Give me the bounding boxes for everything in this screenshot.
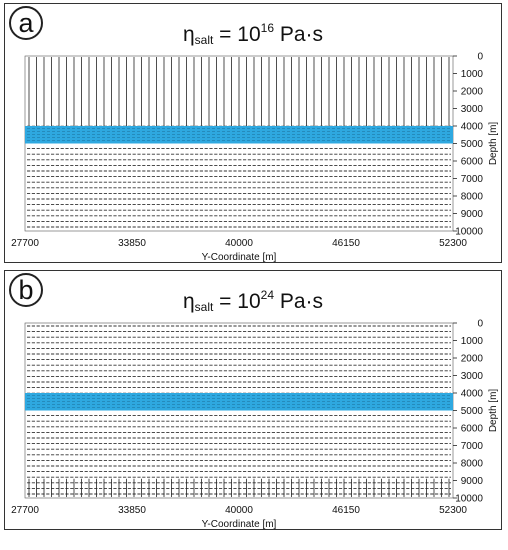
- panel-a-title-symbol: η: [182, 23, 195, 46]
- panel-a-title-exp: 16: [260, 21, 274, 35]
- panel-a-y-tick-label: 6000: [461, 157, 484, 168]
- panel-a-title-sub: salt: [194, 33, 214, 47]
- panel-a-x-axis-label: Y-Coordinate [m]: [202, 252, 277, 263]
- panel-a-letter: a: [9, 6, 43, 40]
- panel-b-x-axis: 27700 33850 40000 46150 52300 Y-Coordinate [m…: [11, 505, 467, 530]
- panel-a-y-tick-label: 2000: [461, 87, 484, 98]
- panel-a-y-tick-label: 4000: [461, 122, 484, 133]
- panel-a-title-unit: Pa·s: [274, 23, 324, 46]
- panel-a-x-axis: 27700 33850 40000 46150 52300 Y-Coordinate [m…: [11, 238, 467, 263]
- panel-a-y-tick-label: 0: [477, 52, 483, 63]
- panel-b-horizontal-lines: [27, 325, 451, 495]
- panel-a-y-tick-label: 10000: [455, 227, 483, 238]
- panel-b-title-symbol: η: [182, 290, 195, 313]
- panel-a-y-tick-label: 5000: [461, 139, 484, 150]
- panel-b-vertical-lines: [28, 478, 450, 497]
- panel-b-y-axis: 0 1000 2000 3000 4000 5000 6000 7000 8000 9000 100…: [453, 319, 499, 505]
- panel-b-title-sub: salt: [194, 300, 214, 314]
- panel-a-y-tick-label: 9000: [461, 209, 484, 220]
- panel-a-y-tick-label: 8000: [461, 192, 484, 203]
- panel-b-x-tick-label: 27700: [11, 505, 39, 516]
- panel-a-salt-layer: [25, 126, 453, 144]
- panel-b-y-tick-label: 9000: [461, 476, 484, 487]
- panel-b-y-tick-label: 8000: [461, 459, 484, 470]
- panel-a-x-tick-label: 40000: [225, 238, 253, 249]
- panel-a-title-mid: = 10: [213, 23, 261, 46]
- panel-a-y-axis: 0 1000 2000 3000 4000 5000 6000 7000 8000 9000 100…: [453, 52, 499, 238]
- panel-a-y-tick-label: 1000: [461, 69, 484, 80]
- panel-a-plot: 0 1000 2000 3000 4000 5000 6000 7000 8000 9000 100…: [11, 52, 499, 264]
- panel-a-x-tick-label: 27700: [11, 238, 39, 249]
- panel-b-y-tick-label: 4000: [461, 389, 484, 400]
- panel-b-y-tick-label: 5000: [461, 406, 484, 417]
- panel-a-title: ηsalt = 1016 Pa·s: [5, 21, 501, 47]
- panel-a-y-tick-label: 7000: [461, 174, 484, 185]
- panel-b-x-tick-label: 52300: [439, 505, 467, 516]
- panel-b-y-axis-label: Depth [m]: [488, 389, 499, 433]
- panel-a-vertical-lines: [28, 57, 450, 126]
- panel-b-y-tick-label: 0: [477, 319, 483, 330]
- panel-b-y-tick-label: 2000: [461, 354, 484, 365]
- panel-a-x-tick-label: 46150: [332, 238, 360, 249]
- panel-b-letter: b: [9, 273, 43, 307]
- panel-a-x-tick-label: 52300: [439, 238, 467, 249]
- panel-b: 0 1000 2000 3000 4000 5000 6000 7000 8000 9000 100…: [4, 270, 502, 530]
- panel-b-y-tick-label: 1000: [461, 336, 484, 347]
- panel-b-x-tick-label: 40000: [225, 505, 253, 516]
- panel-b-salt-layer: [25, 393, 453, 411]
- panel-a-horizontal-lines: [27, 125, 451, 228]
- panel-b-plot: 0 1000 2000 3000 4000 5000 6000 7000 8000 9000 100…: [11, 319, 499, 531]
- panel-b-x-tick-label: 33850: [118, 505, 146, 516]
- panel-b-x-axis-label: Y-Coordinate [m]: [202, 519, 277, 530]
- panel-b-y-tick-label: 7000: [461, 441, 484, 452]
- panel-b-title-unit: Pa·s: [274, 290, 324, 313]
- panel-a-x-tick-label: 33850: [118, 238, 146, 249]
- panel-a: 0 1000 2000 3000 4000 5000 6000 7000 8000 9000 100…: [4, 3, 502, 263]
- panel-b-x-tick-label: 46150: [332, 505, 360, 516]
- panel-b-y-tick-label: 6000: [461, 424, 484, 435]
- panel-a-y-axis-label: Depth [m]: [488, 122, 499, 166]
- panel-b-y-tick-label: 3000: [461, 371, 484, 382]
- panel-a-y-tick-label: 3000: [461, 104, 484, 115]
- panel-b-title: ηsalt = 1024 Pa·s: [5, 288, 501, 314]
- panel-b-y-tick-label: 10000: [455, 494, 483, 505]
- panel-b-title-exp: 24: [260, 288, 274, 302]
- panel-b-title-mid: = 10: [213, 290, 261, 313]
